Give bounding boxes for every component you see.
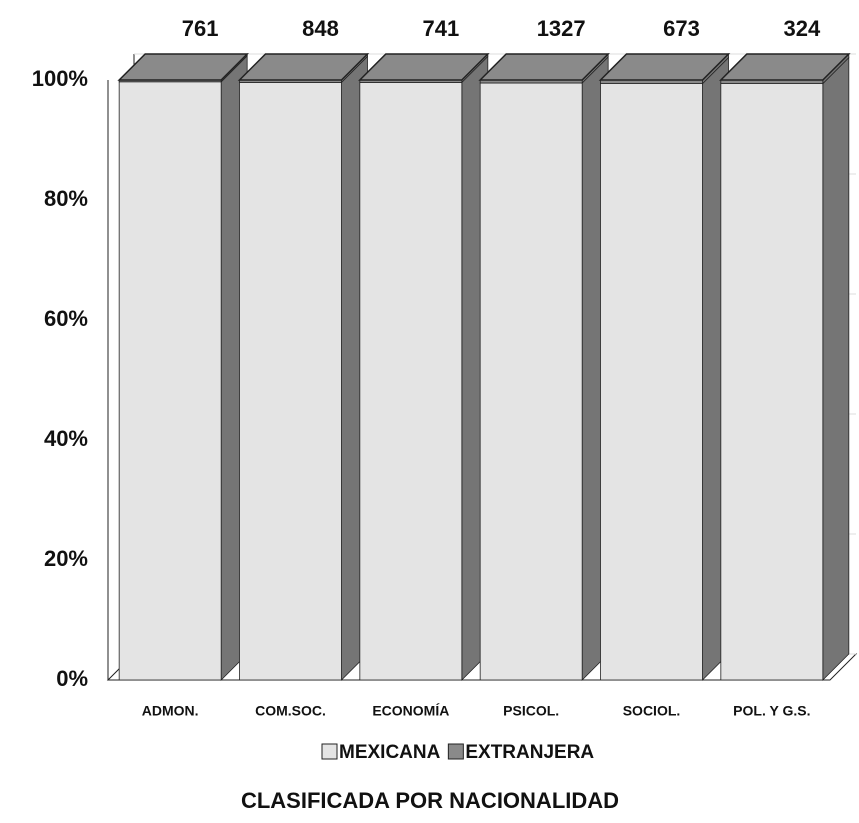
x-tick-label: ADMON. (142, 703, 199, 719)
bar-top (237, 53, 370, 81)
bar (239, 82, 342, 681)
total-label: 324 (783, 16, 820, 41)
bar-top (478, 53, 610, 81)
bar-top (358, 53, 490, 81)
y-tick-label: 0% (56, 666, 88, 691)
total-label: 741 (422, 16, 459, 41)
legend-label: EXTRANJERA (465, 742, 594, 763)
total-label: 1327 (537, 16, 586, 41)
bar-top (719, 53, 851, 81)
bar-top (598, 53, 731, 81)
bar (479, 82, 583, 681)
bar-side (822, 56, 850, 681)
total-label: 673 (663, 16, 700, 41)
y-tick-label: 80% (44, 186, 88, 211)
y-tick-label: 60% (44, 306, 88, 331)
total-label: 761 (182, 16, 219, 41)
bar-top (117, 53, 249, 81)
x-tick-label: PSICOL. (503, 703, 559, 719)
y-tick-label: 100% (32, 66, 88, 91)
bar (600, 83, 703, 681)
legend-swatch (321, 743, 338, 760)
legend-label: MEXICANA (339, 742, 441, 763)
legend-swatch (447, 743, 464, 760)
chart-title: CLASIFICADA POR NACIONALIDAD (241, 788, 619, 813)
x-tick-label: ECONOMÍA (372, 703, 449, 719)
x-tick-label: SOCIOL. (623, 703, 681, 719)
total-label: 848 (302, 16, 339, 41)
y-tick-label: 20% (44, 546, 88, 571)
x-tick-label: COM.SOC. (255, 703, 326, 719)
x-tick-label: POL. Y G.S. (733, 703, 810, 719)
bar (359, 82, 463, 681)
y-tick-label: 40% (44, 426, 88, 451)
bar (118, 81, 222, 681)
bar (720, 83, 824, 681)
